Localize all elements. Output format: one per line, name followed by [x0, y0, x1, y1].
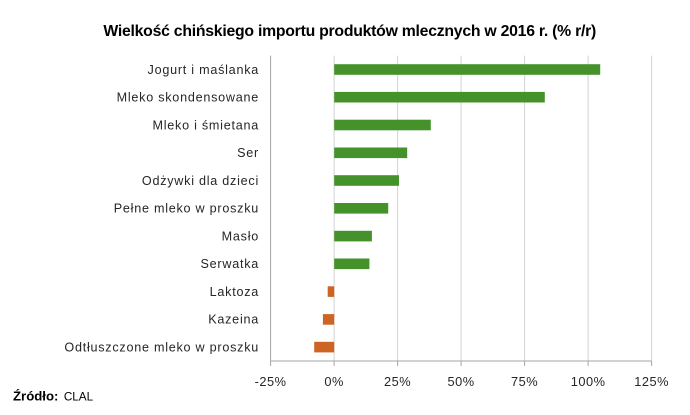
svg-text:50%: 50%: [448, 374, 475, 389]
svg-text:Masło: Masło: [222, 229, 259, 243]
svg-text:Kazeina: Kazeina: [208, 313, 259, 327]
svg-text:Mleko skondensowane: Mleko skondensowane: [117, 91, 259, 105]
svg-text:Mleko i śmietana: Mleko i śmietana: [153, 118, 260, 132]
svg-text:0%: 0%: [324, 374, 344, 389]
svg-text:Pełne mleko w proszku: Pełne mleko w proszku: [114, 202, 259, 216]
svg-text:Ser: Ser: [237, 146, 259, 160]
svg-text:Odżywki dla dzieci: Odżywki dla dzieci: [142, 174, 259, 188]
svg-text:Serwatka: Serwatka: [201, 257, 260, 271]
svg-text:75%: 75%: [511, 374, 538, 389]
svg-text:Laktoza: Laktoza: [210, 285, 259, 299]
svg-text:125%: 125%: [634, 374, 669, 389]
svg-text:100%: 100%: [571, 374, 606, 389]
svg-text:Odtłuszczone mleko w proszku: Odtłuszczone mleko w proszku: [64, 340, 259, 354]
svg-text:Źródło: CLAL: Źródło: CLAL: [13, 388, 94, 403]
svg-text:-25%: -25%: [255, 374, 287, 389]
svg-text:Wielkość chińskiego importu pr: Wielkość chińskiego importu produktów ml…: [103, 23, 596, 40]
svg-text:25%: 25%: [384, 374, 411, 389]
svg-text:Jogurt i maślanka: Jogurt i maślanka: [148, 63, 259, 77]
